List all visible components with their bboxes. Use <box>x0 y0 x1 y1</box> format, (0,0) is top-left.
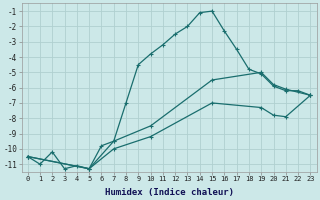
X-axis label: Humidex (Indice chaleur): Humidex (Indice chaleur) <box>105 188 234 197</box>
